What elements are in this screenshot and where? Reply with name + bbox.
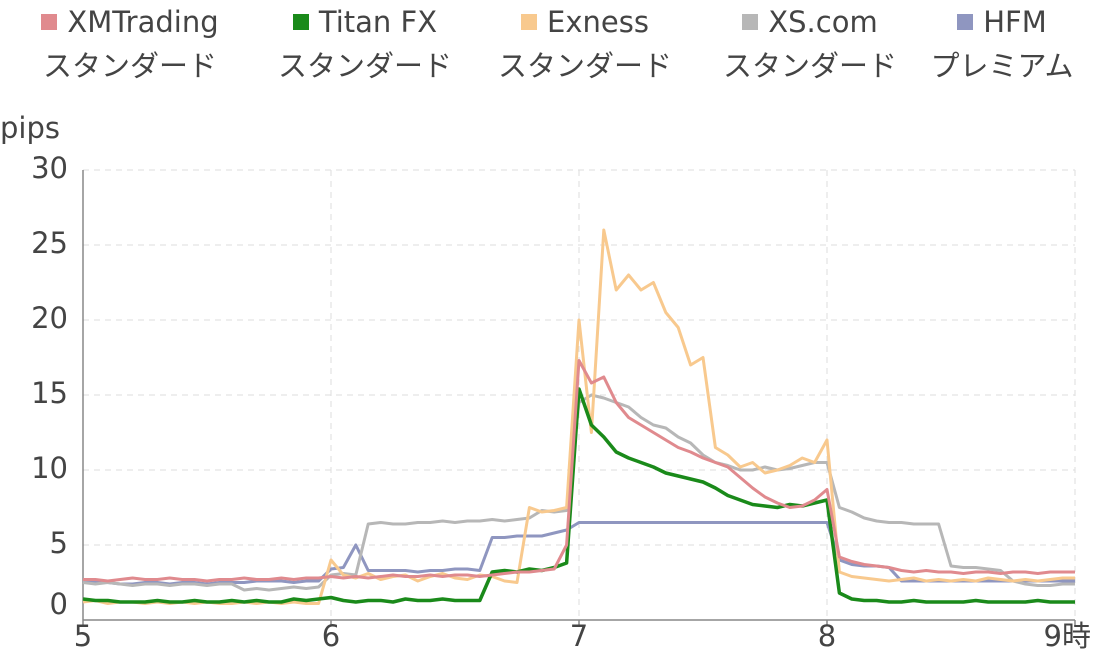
y-tick-label: 25 <box>31 226 68 260</box>
y-tick-label: 10 <box>31 451 68 485</box>
legend-swatch <box>742 14 759 30</box>
x-tick-label: 9時 <box>1044 619 1091 653</box>
legend-item: HFM プレミアム <box>882 0 1100 88</box>
legend-item: XS.com スタンダード <box>690 0 930 88</box>
series-line <box>82 521 1075 586</box>
x-tick-label: 5 <box>74 619 92 653</box>
legend-label: HFM プレミアム <box>930 5 1074 83</box>
x-tick-label: 6 <box>322 619 340 653</box>
legend-swatch <box>521 14 538 30</box>
y-tick-label: 30 <box>31 151 68 185</box>
y-tick-label: 0 <box>50 587 68 621</box>
legend-item: XMTrading スタンダード <box>10 0 250 88</box>
y-axis-label: pips <box>0 111 60 145</box>
series-line <box>83 359 1075 583</box>
x-tick-label: 7 <box>570 619 588 653</box>
legend-label: Exness スタンダード <box>497 5 672 83</box>
legend-swatch <box>41 14 58 30</box>
legend-item: Exness スタンダード <box>465 0 705 88</box>
legend-label: XS.com スタンダード <box>722 5 897 83</box>
legend-swatch <box>292 14 309 30</box>
legend-swatch <box>957 14 974 30</box>
y-tick-label: 15 <box>31 376 68 410</box>
y-tick-label: 5 <box>50 526 68 560</box>
legend-item: Titan FX スタンダード <box>245 0 485 88</box>
series-line <box>82 387 1075 604</box>
y-tick-label: 20 <box>31 301 68 335</box>
legend-label: XMTrading スタンダード <box>42 5 219 83</box>
legend-label: Titan FX スタンダード <box>277 5 452 83</box>
x-tick-label: 8 <box>818 619 836 653</box>
